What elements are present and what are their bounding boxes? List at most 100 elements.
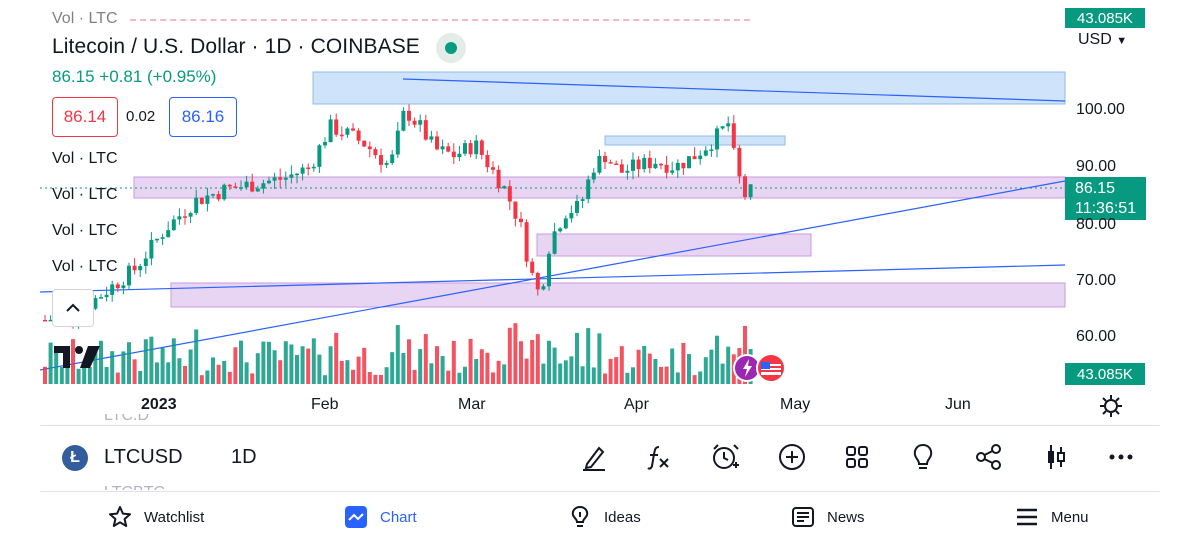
share-button[interactable] (972, 440, 1006, 474)
volume-bar (160, 347, 165, 384)
volume-bar (367, 372, 372, 384)
compare-button[interactable] (775, 440, 809, 474)
tradingview-logo-icon (54, 346, 100, 368)
candle-body (435, 136, 439, 150)
alert-button[interactable] (708, 440, 742, 474)
chart-title[interactable]: Litecoin / U.S. Dollar · 1D · COINBASE (52, 35, 420, 58)
volume-bar (121, 351, 126, 384)
volume-bar (703, 357, 708, 384)
candle-body (698, 155, 703, 160)
events-flags-icon[interactable] (733, 352, 793, 384)
candle-body (692, 156, 697, 160)
volume-indicator-legend[interactable]: Vol · LTC (52, 150, 118, 167)
volume-bar (418, 349, 423, 384)
volume-indicator-legend[interactable]: Vol · LTC (52, 258, 118, 275)
ideas-tool-button[interactable] (906, 440, 940, 474)
price-axis-label: 80.00 (1076, 216, 1117, 233)
buy-price-button[interactable]: 86.16 (169, 97, 237, 137)
candle-body (681, 162, 686, 169)
volume-bar (59, 367, 64, 384)
volume-bar (384, 367, 389, 384)
candle-body (412, 120, 417, 125)
volume-bar (435, 346, 439, 384)
volume-bar (597, 333, 602, 384)
layouts-grid-icon (846, 446, 868, 468)
candle-body (289, 174, 294, 178)
candle-body (255, 188, 260, 192)
volume-bar (132, 359, 137, 384)
nav-chart-label: Chart (380, 508, 417, 526)
candle-body (513, 201, 518, 219)
volume-bar (171, 338, 176, 384)
price-axis-label: 60.00 (1076, 328, 1117, 345)
candle-body (670, 170, 675, 173)
symbol-search-button[interactable]: LTCUSD (104, 446, 183, 468)
volume-bar (530, 339, 535, 384)
market-open-status-icon[interactable] (436, 33, 466, 63)
candle-body (580, 199, 585, 201)
time-axis-label: Feb (311, 396, 339, 413)
candle-body (143, 258, 148, 267)
volume-bar (87, 367, 92, 384)
volume-bar (143, 339, 148, 384)
layouts-button[interactable] (840, 440, 874, 474)
volume-bar (233, 347, 238, 384)
star-icon (109, 506, 131, 527)
volume-bar (65, 357, 70, 384)
candle-body (575, 200, 579, 213)
volume-bar (423, 334, 428, 384)
chart-type-button[interactable] (1039, 440, 1073, 474)
nav-watchlist[interactable]: Watchlist (108, 503, 204, 531)
candle-body (211, 194, 215, 196)
chart-icon (345, 506, 367, 528)
price-axis-label: 100.00 (1076, 101, 1125, 118)
nav-menu[interactable]: Menu (1015, 503, 1089, 531)
candle-body (541, 286, 546, 290)
candle-body (362, 140, 367, 147)
candle-body (407, 110, 411, 121)
candle-body (731, 123, 736, 148)
sell-price-button[interactable]: 86.14 (52, 97, 118, 137)
candle-body (160, 237, 165, 239)
candle-body (597, 155, 602, 173)
indicators-button[interactable] (641, 440, 675, 474)
candle-body (485, 154, 490, 168)
nav-ideas[interactable]: Ideas (568, 503, 641, 531)
candle-body (356, 130, 361, 141)
volume-bar (362, 347, 367, 384)
price-axis-label: 90.00 (1076, 158, 1117, 175)
nav-news[interactable]: News (791, 503, 865, 531)
volume-bar (586, 328, 591, 384)
alert-clock-icon (713, 444, 739, 469)
volume-bar (295, 354, 299, 384)
volume-bar (194, 329, 199, 384)
more-options-button[interactable] (1104, 440, 1138, 474)
interval-button[interactable]: 1D (231, 446, 257, 468)
candle-body (659, 163, 663, 166)
candle-body (586, 179, 591, 200)
volume-bar (289, 344, 294, 384)
volume-bar (82, 365, 87, 384)
currency-selector[interactable]: USD ▼ (1078, 31, 1127, 49)
volume-bar (715, 335, 719, 384)
candle-body (351, 128, 355, 131)
candle-body (440, 146, 445, 150)
candle-body (194, 197, 199, 214)
volume-indicator-legend[interactable]: Vol · LTC (52, 222, 118, 239)
volume-legend-top: Vol · LTC (52, 10, 118, 27)
candle-body (323, 142, 327, 146)
volume-indicator-legend[interactable]: Vol · LTC (52, 186, 118, 203)
spread-value: 0.02 (126, 108, 156, 125)
news-icon (792, 507, 814, 527)
nav-ideas-label: Ideas (604, 508, 641, 526)
candlestick-chart[interactable] (40, 0, 1160, 425)
ideas-icon (571, 505, 589, 527)
chart-settings-gear-icon[interactable] (1099, 394, 1123, 418)
candle-body (569, 212, 574, 219)
chart-canvas[interactable] (40, 0, 1160, 425)
volume-bar (603, 373, 607, 384)
volume-bar (407, 339, 411, 384)
drawing-tools-button[interactable] (577, 440, 611, 474)
nav-chart[interactable]: Chart (344, 503, 417, 531)
collapse-legend-button[interactable] (52, 289, 94, 327)
